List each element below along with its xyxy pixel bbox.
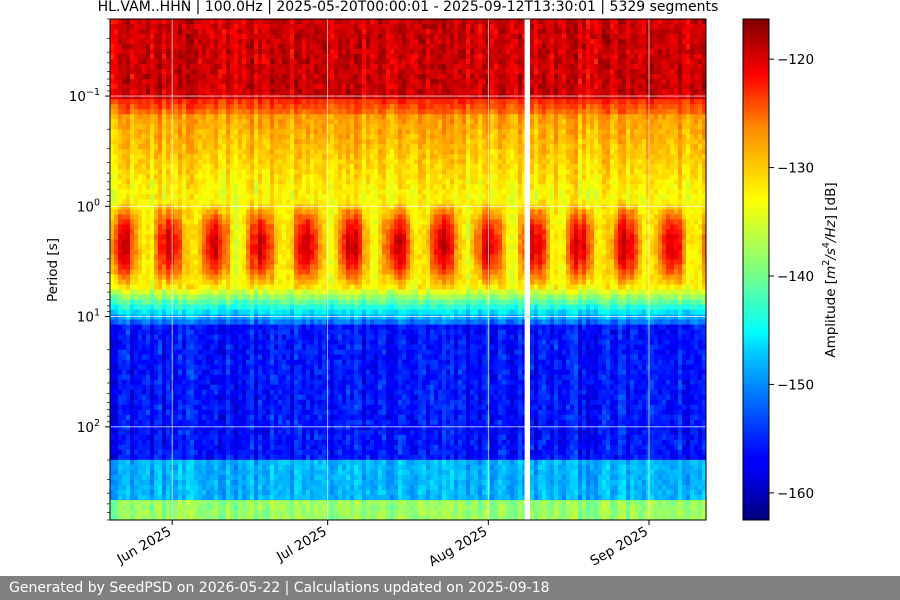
psd-figure: HL.VAM..HHN | 100.0Hz | 2025-05-20T00:00… — [45, 0, 839, 570]
footer-status: Generated by SeedPSD on 2026-05-22 | Cal… — [0, 576, 900, 600]
y-axis-label: Period [s] — [45, 238, 61, 302]
x-tick-label: Sep 2025 — [587, 524, 651, 570]
colorbar-tick-label: −130 — [777, 161, 814, 177]
y-axis: 10−1 100 101 102 — [69, 18, 110, 521]
y-tick-label: 10−1 — [69, 87, 100, 105]
plot-frame — [109, 18, 707, 521]
spectrogram-heatmap — [110, 19, 706, 520]
y-tick-label: 100 — [77, 197, 100, 215]
x-tick-label: Aug 2025 — [426, 524, 490, 570]
colorbar-tick-label: −140 — [777, 269, 814, 285]
colorbar-tick-label: −160 — [777, 486, 814, 502]
colorbar-tick-label: −120 — [777, 52, 814, 68]
gridlines — [110, 19, 706, 520]
colorbar-label: Amplitude [m2/s4/Hz] [dB] — [821, 182, 839, 357]
colorbar-tick-label: −150 — [777, 377, 814, 393]
x-tick-label: Jul 2025 — [273, 524, 329, 566]
y-tick-label: 101 — [77, 308, 100, 326]
x-tick-label: Jun 2025 — [114, 524, 175, 568]
chart-title: HL.VAM..HHN | 100.0Hz | 2025-05-20T00:00… — [98, 0, 719, 15]
colorbar-axis: −120 −130 −140 −150 −160 — [769, 52, 814, 502]
x-axis: Jun 2025 Jul 2025 Aug 2025 Sep 2025 — [114, 520, 651, 570]
y-tick-label: 102 — [77, 418, 100, 436]
colorbar — [742, 18, 770, 521]
